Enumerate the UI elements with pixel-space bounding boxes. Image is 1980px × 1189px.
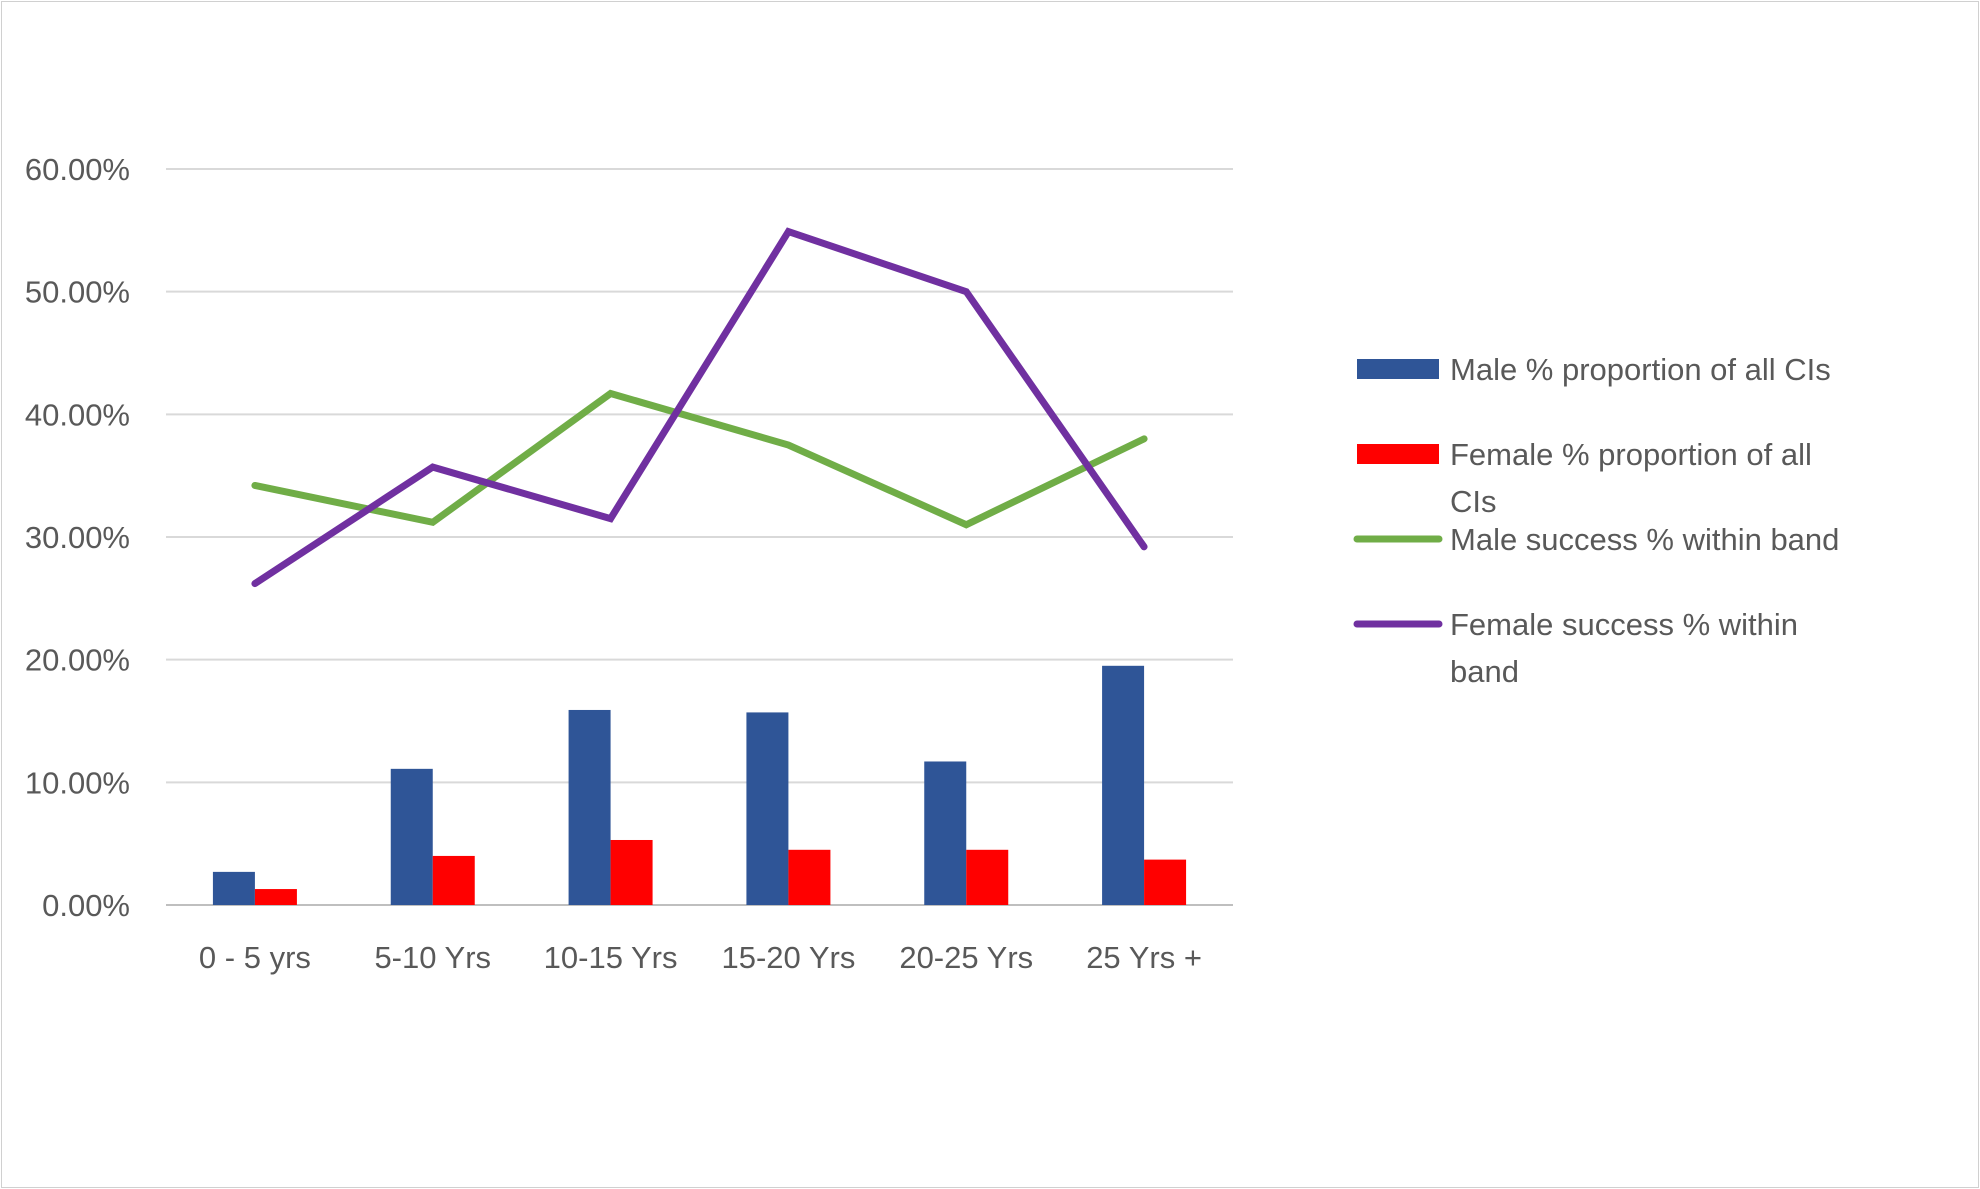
legend-swatch: [1357, 359, 1439, 379]
legend-label: Male success % within band: [1450, 522, 1839, 557]
lines: [251, 227, 1148, 588]
legend-label: Female % proportion of all CIs: [1450, 437, 1812, 519]
x-tick-label: 0 - 5 yrs: [199, 940, 311, 975]
bar: [212, 871, 255, 905]
bar: [788, 849, 831, 905]
bar: [746, 712, 789, 905]
x-tick-label: 10-15 Yrs: [544, 940, 678, 975]
y-axis: 0.00% 10.00% 20.00% 30.00% 40.00% 50.00% 60.00…: [25, 152, 130, 923]
y-tick-label: 20.00%: [25, 643, 130, 678]
x-tick-label: 25 Yrs +: [1086, 940, 1202, 975]
series-line: [251, 227, 1148, 588]
y-tick-label: 0.00%: [42, 888, 130, 923]
bar: [1102, 665, 1145, 905]
bar: [610, 839, 653, 905]
legend-label: Female success % within band: [1450, 607, 1798, 689]
y-tick-label: 30.00%: [25, 520, 130, 555]
bar: [390, 768, 433, 905]
bar: [924, 761, 967, 905]
y-tick-label: 60.00%: [25, 152, 130, 187]
legend-label: Male % proportion of all CIs: [1450, 352, 1831, 387]
y-tick-label: 10.00%: [25, 765, 130, 800]
y-tick-label: 40.00%: [25, 397, 130, 432]
y-tick-label: 50.00%: [25, 275, 130, 310]
legend: Male % proportion of all CIs Female % pro…: [1353, 352, 1839, 689]
bar: [1144, 859, 1187, 905]
x-tick-label: 5-10 Yrs: [374, 940, 491, 975]
legend-swatch: [1357, 444, 1439, 464]
bars: [212, 665, 1187, 905]
x-axis: 0 - 5 yrs 5-10 Yrs 10-15 Yrs 15-20 Yrs 20-25…: [199, 940, 1202, 975]
bar: [254, 889, 297, 905]
gridlines: [166, 168, 1233, 906]
x-tick-label: 15-20 Yrs: [721, 940, 855, 975]
bar: [568, 709, 611, 905]
bar: [966, 849, 1009, 905]
series-line: [251, 389, 1148, 529]
x-tick-label: 20-25 Yrs: [899, 940, 1033, 975]
bar: [432, 855, 475, 905]
